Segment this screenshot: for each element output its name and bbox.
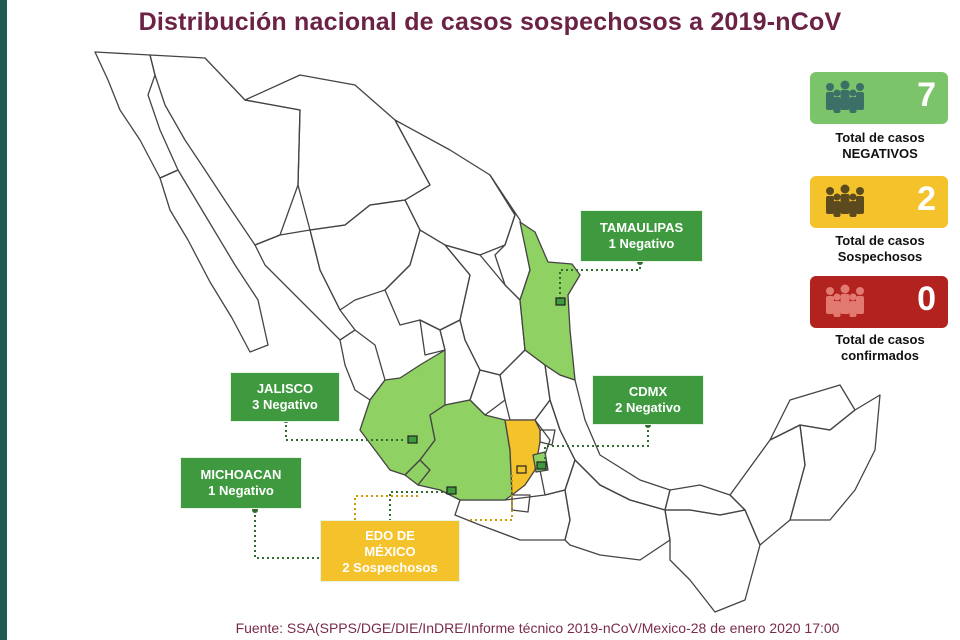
state-durango <box>309 199 421 311</box>
callout-cdmx-state: CDMX <box>628 384 668 399</box>
stat-suspect-label-line1: Total de casos <box>835 233 925 248</box>
callout-jalisco-state: JALISCO <box>256 381 314 396</box>
state-yucatan <box>769 384 856 441</box>
state-queretaro <box>469 369 506 416</box>
state-quintana-roo <box>789 394 881 521</box>
stat-negative-label-line1: Total de casos <box>835 130 925 145</box>
callout-michoacan-state: MICHOACAN <box>200 467 282 482</box>
stat-suspect-value: 2 <box>917 180 936 218</box>
leader-edomex <box>354 472 513 521</box>
callout-michoacan: MICHOACAN 1 Negativo <box>180 457 302 509</box>
stat-negative-label-line2: NEGATIVOS <box>842 146 918 161</box>
state-chihuahua <box>244 74 431 231</box>
callout-edomex-line1: EDO DE <box>365 528 415 543</box>
state-san-luis-potosi <box>444 244 526 376</box>
state-sinaloa <box>254 229 356 341</box>
stat-confirmed: 0 <box>810 276 948 328</box>
stat-suspect: 2 <box>810 176 948 228</box>
state-zacatecas <box>384 229 471 331</box>
callout-edomex-count: 2 Sospechosos <box>342 560 438 575</box>
stat-suspect-label-line2: Sospechosos <box>837 249 923 264</box>
callout-tamaulipas-state: TAMAULIPAS <box>599 220 684 235</box>
marker-cdmx <box>536 461 547 470</box>
state-puebla <box>534 399 576 496</box>
state-michoacan <box>417 399 513 501</box>
marker-edomex <box>516 465 527 474</box>
stat-confirmed-label-line2: confirmados <box>840 348 919 363</box>
state-baja-california <box>94 51 179 179</box>
state-campeche <box>729 424 806 546</box>
state-chiapas <box>664 509 761 613</box>
callout-jalisco: JALISCO 3 Negativo <box>230 372 340 422</box>
callout-edomex: EDO DE MÉXICO 2 Sospechosos <box>320 520 460 582</box>
stat-confirmed-label-line1: Total de casos <box>835 332 925 347</box>
people-group-icon <box>826 80 864 113</box>
state-tamaulipas <box>519 221 581 381</box>
leader-cdmx <box>544 425 649 464</box>
page-title: Distribución nacional de casos sospechos… <box>138 8 842 36</box>
left-accent-bar <box>0 0 7 640</box>
callout-edomex-line2: MÉXICO <box>364 544 416 559</box>
marker-tamaulipas <box>555 297 566 306</box>
source-footnote: Fuente: SSA(SPPS/DGE/DIE/InDRE/Informe t… <box>235 620 840 636</box>
people-group-icon <box>826 284 864 317</box>
stat-negative-label: Total de casos NEGATIVOS <box>800 130 960 162</box>
marker-jalisco <box>407 435 418 444</box>
callout-cdmx: CDMX 2 Negativo <box>592 375 704 425</box>
marker-michoacan <box>446 486 457 495</box>
state-sonora <box>149 54 301 246</box>
callout-tamaulipas: TAMAULIPAS 1 Negativo <box>580 210 703 262</box>
leader-jalisco <box>285 420 405 441</box>
leader-tamaulipas <box>559 262 641 298</box>
stat-negative-value: 7 <box>917 76 936 114</box>
stat-confirmed-value: 0 <box>917 280 936 318</box>
stat-negative: 7 <box>810 72 948 124</box>
callout-michoacan-count: 1 Negativo <box>208 483 274 498</box>
people-group-icon <box>826 184 864 217</box>
state-oaxaca <box>564 459 671 561</box>
stat-confirmed-label: Total de casos confirmados <box>800 332 960 364</box>
stat-suspect-label: Total de casos Sospechosos <box>800 233 960 265</box>
callout-cdmx-count: 2 Negativo <box>615 400 681 415</box>
state-baja-california-sur <box>159 169 269 353</box>
callout-tamaulipas-count: 1 Negativo <box>608 236 675 251</box>
callout-jalisco-count: 3 Negativo <box>252 397 318 412</box>
state-coahuila <box>394 119 516 256</box>
